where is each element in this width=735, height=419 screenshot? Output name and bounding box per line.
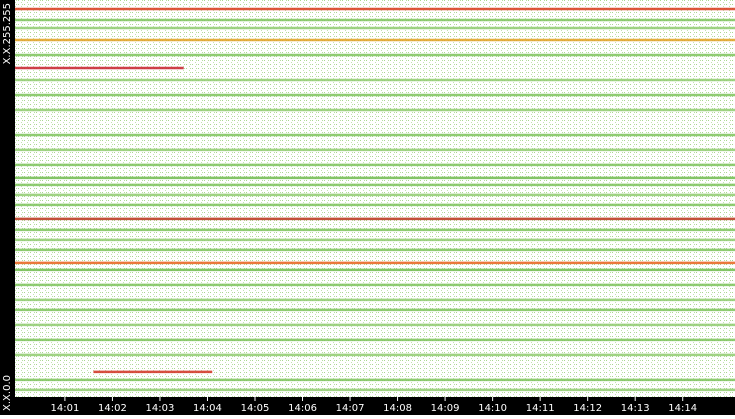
x-tick-label: 14:07 [336, 403, 365, 414]
x-tick-label: 14:11 [526, 403, 555, 414]
x-tick-label: 14:10 [478, 403, 507, 414]
x-tick-label: 14:13 [621, 403, 650, 414]
x-tick-label: 14:08 [383, 403, 412, 414]
x-tick-label: 14:03 [146, 403, 175, 414]
x-tick-label: 14:04 [193, 403, 222, 414]
y-tick-label: X.X.255.255 [2, 3, 13, 64]
x-tick-label: 14:12 [573, 403, 602, 414]
x-tick-label: 14:09 [431, 403, 460, 414]
y-tick-label: X.X.0.0 [2, 375, 13, 411]
x-tick-label: 14:14 [668, 403, 697, 414]
plot-area [15, 0, 735, 397]
x-tick-label: 14:01 [50, 403, 79, 414]
x-tick-label: 14:02 [98, 403, 127, 414]
x-tick-label: 14:05 [241, 403, 270, 414]
y-axis-bar [0, 0, 15, 415]
x-axis-bar [0, 397, 735, 415]
x-tick-label: 14:06 [288, 403, 317, 414]
